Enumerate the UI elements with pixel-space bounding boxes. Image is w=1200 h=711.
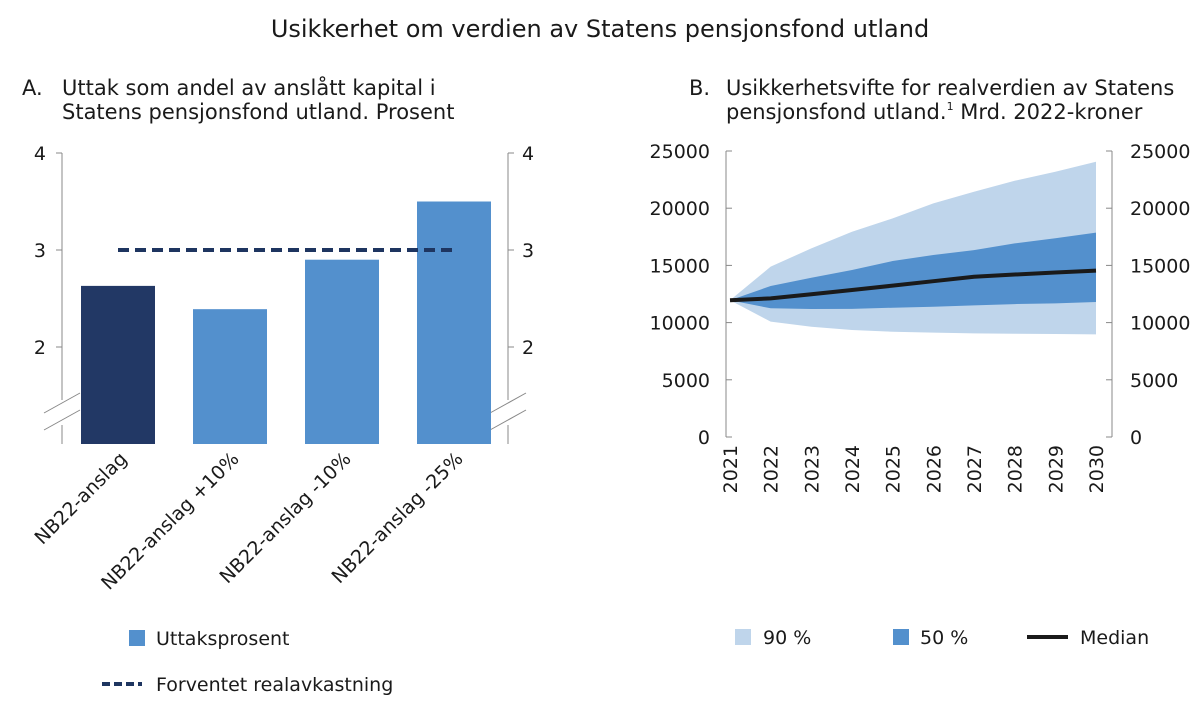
band-50: [730, 232, 1096, 309]
panel-title-line: Usikkerhetsvifte for realverdien av Stat…: [726, 76, 1174, 100]
y-tick-label-right: 5000: [1130, 370, 1178, 392]
legend-swatch-uttaksprosent: [129, 630, 145, 646]
panel-title-line: pensjonsfond utland.1 Mrd. 2022-kroner: [726, 100, 1143, 124]
y-tick-label-left: 20000: [650, 198, 710, 220]
axis-break-mark: [489, 409, 527, 431]
y-tick-label-right: 20000: [1130, 198, 1190, 220]
panel-title-line: Uttak som andel av anslått kapital i: [62, 75, 436, 100]
y-tick-label-left: 4: [34, 143, 46, 165]
figure-title: Usikkerhet om verdien av Statens pensjon…: [271, 15, 929, 43]
x-tick-label: 2021: [720, 445, 742, 493]
panel-label: B.: [689, 76, 710, 100]
y-tick-label-left: 25000: [650, 141, 710, 163]
legend-label: Median: [1080, 627, 1149, 649]
bar-2: [193, 309, 267, 444]
x-tick-label: 2027: [964, 445, 986, 493]
x-tick-label: NB22-anslag: [31, 448, 132, 549]
axis-break-mark: [43, 392, 81, 414]
median-line: [729, 268, 1097, 303]
x-tick-label: 2026: [923, 445, 945, 493]
legend-label: 90 %: [763, 627, 811, 649]
x-tick-label: 2028: [1005, 445, 1027, 493]
legend-label: Uttaksprosent: [156, 628, 290, 650]
x-tick-label: 2024: [842, 445, 864, 493]
panel-label: A.: [22, 76, 43, 100]
legend-swatch-50: [893, 629, 909, 645]
y-tick-label-right: 4: [522, 143, 534, 165]
x-tick-label: 2030: [1086, 445, 1108, 493]
axis-break-mark: [43, 409, 81, 431]
legend-label: 50 %: [920, 627, 968, 649]
y-tick-label-right: 15000: [1130, 255, 1190, 277]
legend-label: Forventet realavkastning: [156, 674, 393, 696]
y-tick-label-right: 25000: [1130, 141, 1190, 163]
y-tick-label-left: 0: [698, 427, 710, 449]
x-tick-label: 2022: [761, 445, 783, 493]
x-tick-label: 2023: [801, 445, 823, 493]
y-tick-label-left: 2: [34, 337, 46, 359]
y-tick-label-left: 10000: [650, 313, 710, 335]
panel-a: A. Uttak som andel av anslått kapital iSt…: [22, 75, 534, 696]
bar-4: [417, 201, 491, 444]
panel-b: B. Usikkerhetsvifte for realverdien av St…: [650, 76, 1191, 649]
y-tick-label-right: 3: [522, 240, 534, 262]
y-tick-label-right: 10000: [1130, 313, 1190, 335]
y-tick-label-left: 15000: [650, 255, 710, 277]
y-tick-label-right: 0: [1130, 427, 1142, 449]
y-tick-label-left: 3: [34, 240, 46, 262]
bar-1: [81, 285, 155, 444]
x-tick-label: 2025: [883, 445, 905, 493]
panel-title-line: Statens pensjonsfond utland. Prosent: [62, 100, 454, 124]
x-tick-label: 2029: [1045, 445, 1067, 493]
axis-break-mark: [489, 392, 527, 414]
y-tick-label-left: 5000: [662, 370, 710, 392]
y-tick-label-right: 2: [522, 337, 534, 359]
bar-3: [305, 259, 379, 444]
legend-swatch-90: [735, 629, 751, 645]
